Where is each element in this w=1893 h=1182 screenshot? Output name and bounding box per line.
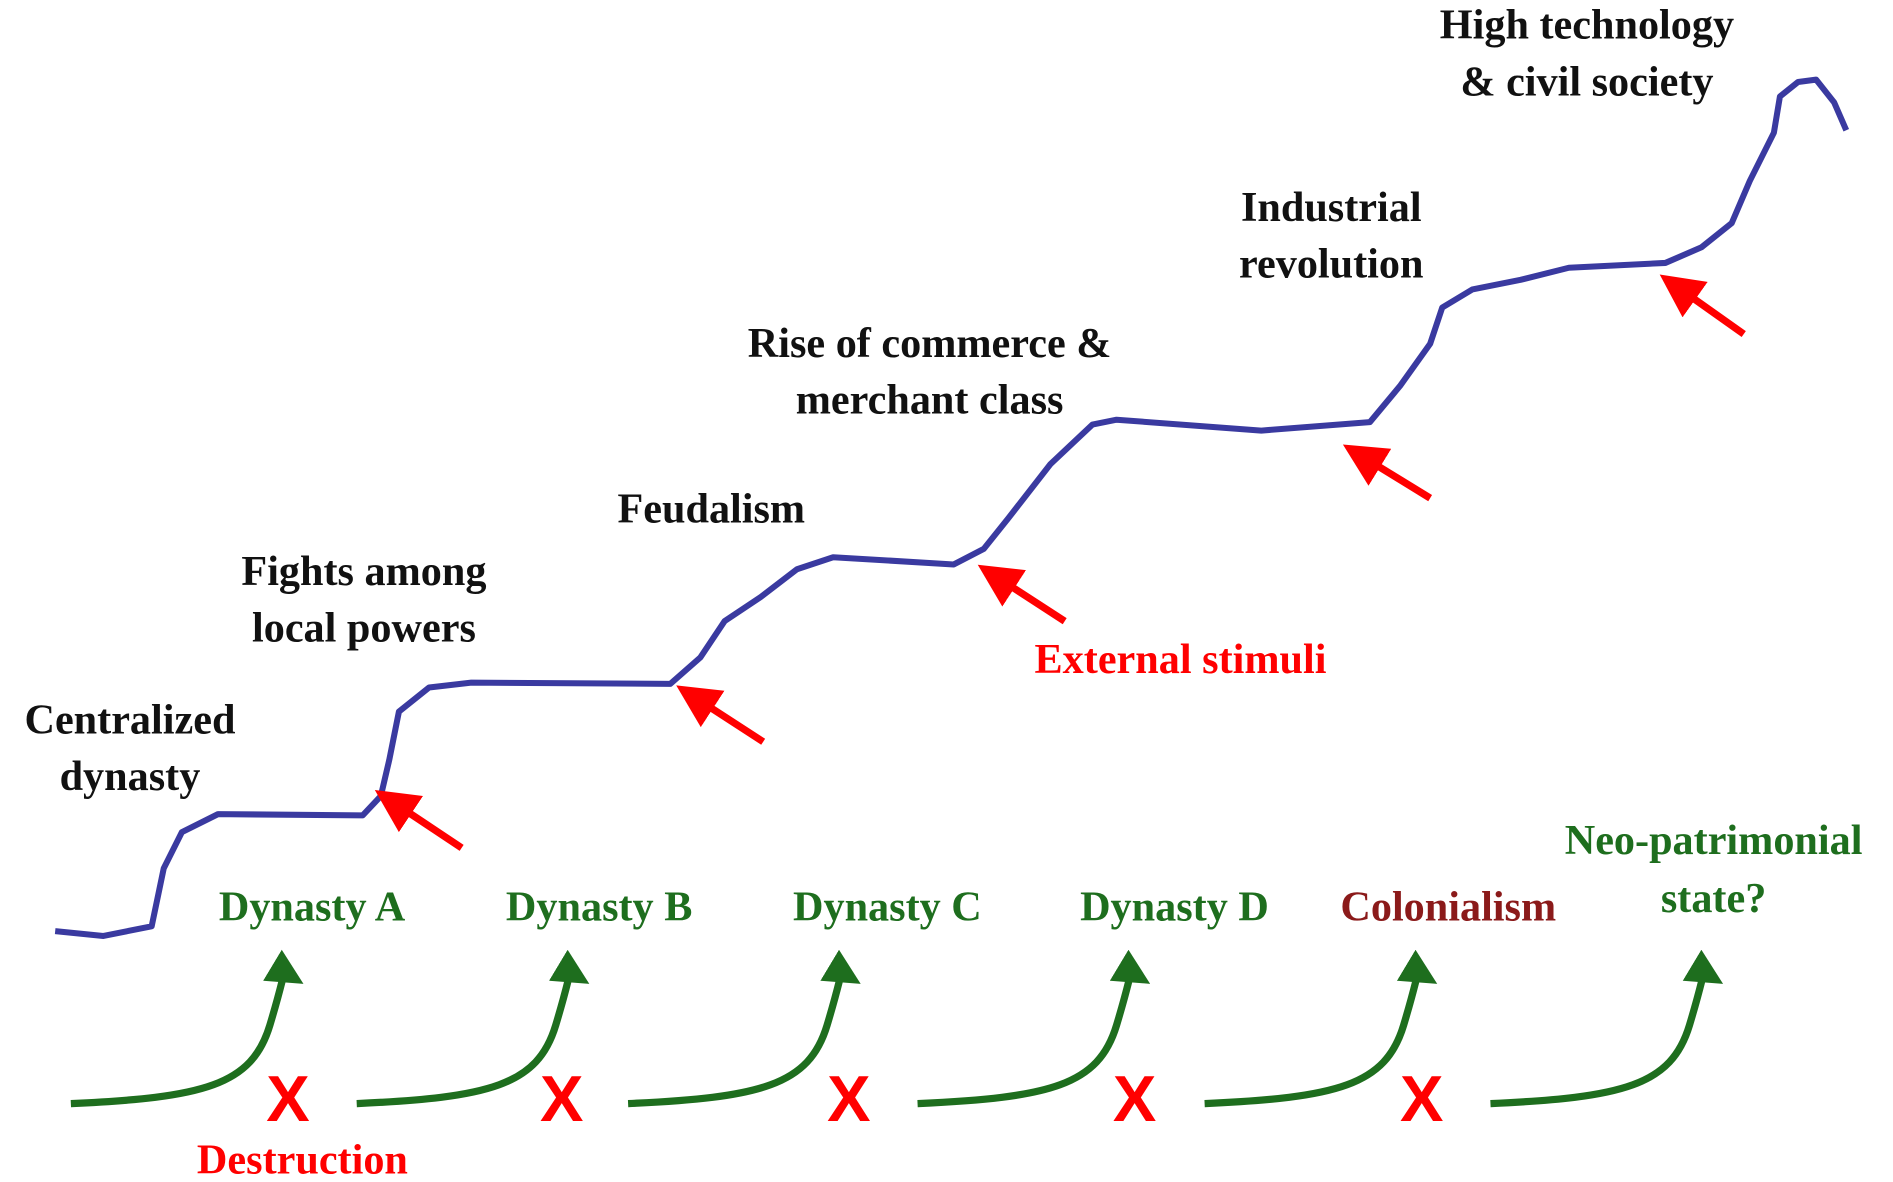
growth-arrow bbox=[627, 949, 861, 1108]
stage-label: Rise of commerce & bbox=[748, 320, 1112, 367]
period-label: Dynasty B bbox=[506, 883, 692, 930]
stimuli-label: External stimuli bbox=[1035, 636, 1327, 683]
period-label: Dynasty A bbox=[219, 883, 406, 930]
destruction-mark: X bbox=[827, 1062, 870, 1135]
destruction-mark: X bbox=[1113, 1062, 1156, 1135]
growth-arrow bbox=[356, 949, 590, 1108]
stage-label: revolution bbox=[1239, 240, 1423, 287]
stage-label: merchant class bbox=[796, 377, 1064, 424]
stage-label: dynasty bbox=[60, 753, 201, 800]
stimulus-arrow bbox=[374, 790, 464, 851]
stage-label: High technology bbox=[1440, 2, 1734, 49]
labels: Centralized dynasty Fights among local powe… bbox=[24, 2, 1862, 1135]
destruction-mark: X bbox=[266, 1062, 309, 1135]
period-label: Neo-patrimonial bbox=[1565, 817, 1863, 864]
arrows bbox=[70, 274, 1746, 1108]
stage-label: Centralized bbox=[24, 696, 235, 743]
period-label: Colonialism bbox=[1340, 883, 1556, 930]
stage-label: Fights among bbox=[241, 548, 486, 595]
stage-label: local powers bbox=[252, 605, 476, 652]
growth-arrow bbox=[1204, 949, 1438, 1108]
progress-line bbox=[54, 76, 1850, 939]
stage-label: Feudalism bbox=[618, 485, 806, 532]
stage-label: Industrial bbox=[1241, 184, 1422, 231]
destruction-label: Destruction bbox=[197, 1137, 408, 1182]
stimulus-arrow bbox=[977, 564, 1067, 625]
stimulus-arrow bbox=[676, 685, 766, 745]
stimulus-arrow bbox=[1659, 274, 1746, 338]
growth-arrow bbox=[917, 949, 1151, 1108]
destruction-mark: X bbox=[540, 1062, 583, 1135]
period-label: Dynasty C bbox=[793, 883, 982, 930]
stage-label: & civil society bbox=[1460, 58, 1713, 105]
growth-arrow bbox=[70, 949, 304, 1108]
growth-arrow bbox=[1490, 949, 1724, 1108]
period-label: Dynasty D bbox=[1080, 883, 1269, 930]
destruction-mark: X bbox=[1400, 1062, 1443, 1135]
period-label: state? bbox=[1661, 875, 1766, 922]
stimulus-arrow bbox=[1342, 444, 1433, 502]
